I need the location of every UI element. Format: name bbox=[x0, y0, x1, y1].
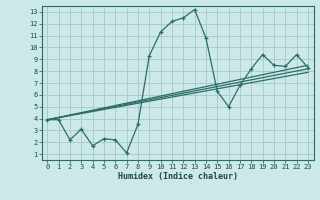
X-axis label: Humidex (Indice chaleur): Humidex (Indice chaleur) bbox=[118, 172, 237, 181]
